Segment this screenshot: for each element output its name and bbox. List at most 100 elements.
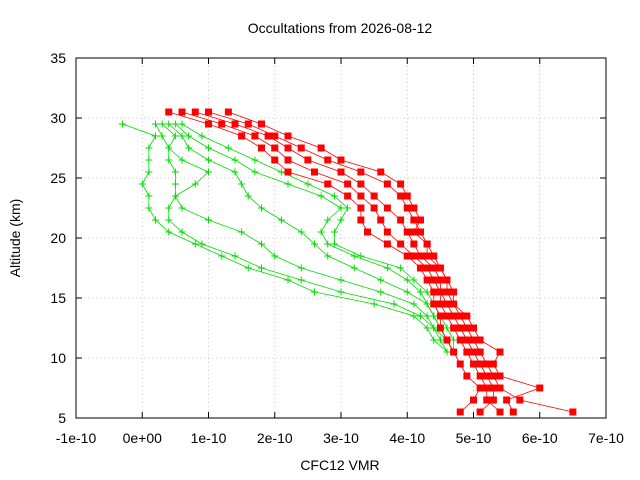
green-plus-point xyxy=(244,264,252,272)
red-square-point xyxy=(470,336,477,344)
red-square-point xyxy=(403,192,411,200)
red-square-point xyxy=(456,408,464,416)
red-square-point xyxy=(496,372,504,380)
green-plus-point xyxy=(145,144,153,152)
green-plus-point xyxy=(430,324,438,332)
red-square-point xyxy=(410,216,418,224)
green-plus-point xyxy=(297,264,305,272)
x-tick-label: 7e-10 xyxy=(588,430,624,446)
red-square-point xyxy=(463,348,471,356)
red-square-point xyxy=(370,204,378,212)
green-plus-point xyxy=(324,216,332,224)
red-square-point xyxy=(430,300,438,308)
green-plus-point xyxy=(430,336,438,344)
green-plus-point xyxy=(443,324,451,332)
red-square-point xyxy=(489,396,497,404)
red-square-point xyxy=(238,132,246,140)
red-square-point xyxy=(410,204,418,212)
red-square-point xyxy=(417,216,424,224)
green-plus-point xyxy=(205,216,212,224)
red-square-point xyxy=(476,372,484,380)
red-square-point xyxy=(410,252,418,260)
green-plus-point xyxy=(271,252,279,260)
green-plus-point xyxy=(390,300,398,308)
red-square-point xyxy=(417,264,424,272)
green-plus-point xyxy=(330,228,338,236)
red-square-point xyxy=(423,240,431,248)
green-plus-point xyxy=(324,240,332,248)
green-plus-point xyxy=(344,204,352,212)
red-square-point xyxy=(284,156,292,164)
red-square-point xyxy=(191,108,199,116)
green-plus-point xyxy=(198,132,206,140)
green-plus-point xyxy=(311,240,318,248)
green-series xyxy=(165,120,458,356)
red-square-point xyxy=(218,120,226,128)
red-square-point xyxy=(450,300,458,308)
red-square-point xyxy=(284,168,292,176)
red-square-point xyxy=(324,156,332,164)
red-square-point xyxy=(357,168,365,176)
green-plus-point xyxy=(410,300,418,308)
red-series xyxy=(224,108,544,416)
green-plus-point xyxy=(231,252,239,260)
red-square-point xyxy=(450,312,458,320)
chart-title: Occultations from 2026-08-12 xyxy=(248,20,433,36)
red-square-point xyxy=(463,336,471,344)
green-plus-point xyxy=(337,288,345,296)
red-square-point xyxy=(383,228,391,236)
green-plus-point xyxy=(423,324,431,332)
red-square-point xyxy=(423,276,431,284)
red-square-point xyxy=(476,360,484,368)
red-square-point xyxy=(463,372,471,380)
y-tick-label: 25 xyxy=(50,170,66,186)
y-tick-label: 10 xyxy=(50,350,66,366)
red-square-point xyxy=(470,324,477,332)
green-plus-point xyxy=(178,120,186,128)
green-plus-point xyxy=(337,276,345,284)
green-plus-point xyxy=(152,216,159,224)
red-square-point xyxy=(483,396,491,404)
green-series-line xyxy=(161,123,454,353)
green-plus-point xyxy=(165,156,173,164)
green-plus-point xyxy=(317,228,325,236)
green-plus-point xyxy=(284,276,292,284)
red-square-point xyxy=(436,324,444,332)
x-tick-label: 5e-10 xyxy=(456,430,492,446)
green-plus-point xyxy=(171,120,179,128)
red-square-point xyxy=(516,396,524,404)
red-square-point xyxy=(436,300,444,308)
red-square-point xyxy=(476,384,484,392)
green-plus-point xyxy=(337,204,345,212)
red-square-point xyxy=(569,408,577,416)
red-series xyxy=(165,108,484,416)
red-square-point xyxy=(251,132,259,140)
green-plus-point xyxy=(158,132,166,140)
green-plus-point xyxy=(337,216,345,224)
red-square-point xyxy=(271,156,279,164)
red-square-point xyxy=(483,372,491,380)
red-square-point xyxy=(344,180,352,188)
red-square-point xyxy=(205,120,212,128)
red-square-point xyxy=(297,144,305,152)
red-square-point xyxy=(443,276,451,284)
red-square-point xyxy=(496,348,504,356)
green-plus-point xyxy=(244,192,252,200)
red-square-point xyxy=(344,192,352,200)
grid-lines xyxy=(76,58,606,418)
green-plus-point xyxy=(185,144,193,152)
red-square-point xyxy=(443,336,451,344)
red-square-point xyxy=(496,408,504,416)
red-square-point xyxy=(357,204,365,212)
green-plus-point xyxy=(284,180,292,188)
green-plus-point xyxy=(311,288,318,296)
red-square-point xyxy=(456,360,464,368)
y-tick-label: 15 xyxy=(50,290,66,306)
green-plus-point xyxy=(165,144,173,152)
green-plus-point xyxy=(258,264,265,272)
red-square-point xyxy=(397,180,405,188)
red-square-point xyxy=(258,144,265,152)
green-plus-point xyxy=(277,216,285,224)
green-plus-point xyxy=(145,204,153,212)
